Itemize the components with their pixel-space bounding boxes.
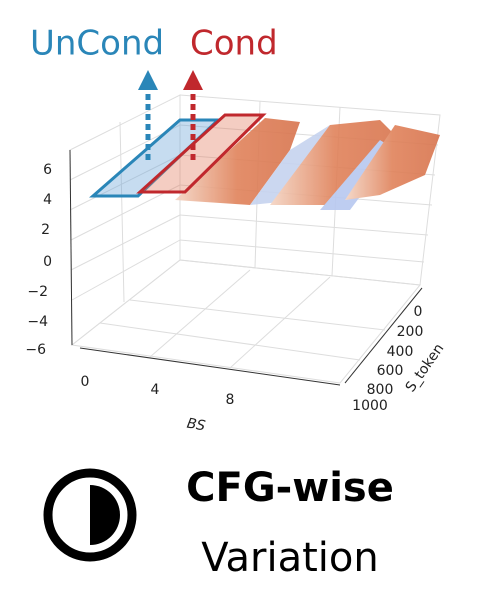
z-tick-label: 2 [41,222,50,238]
uncond-label: UnCond [30,24,164,64]
x-tick-label: 0 [81,374,90,390]
icon-half [90,485,120,545]
z-tick-label: 0 [43,254,52,270]
caption-title: CFG-wise [186,465,394,511]
z-tick-label: 4 [43,192,52,208]
x-tick-label: 4 [151,382,160,398]
uncond-arrowhead [138,70,158,90]
y-tick-label: 600 [377,363,404,379]
y-tick-label: 800 [367,382,394,398]
y-tick-label: 200 [397,324,424,340]
z-tick-label: −2 [27,284,48,300]
z-tick-label: −6 [25,342,46,358]
icon-ring [43,468,137,562]
caption-subtitle: Variation [201,535,378,581]
x-axis-label: BS [186,416,207,435]
surface [175,118,440,210]
cond-arrowhead [183,70,203,90]
z-tick-label: −4 [27,314,48,330]
cond-box [136,113,267,194]
z-tick-label: 6 [43,162,52,178]
y-tick-label: 400 [387,344,414,360]
x-tick-label: 8 [226,392,235,408]
cond-label: Cond [190,24,278,64]
y-tick-label: 0 [414,304,423,320]
y-tick-label: 1000 [352,398,388,414]
